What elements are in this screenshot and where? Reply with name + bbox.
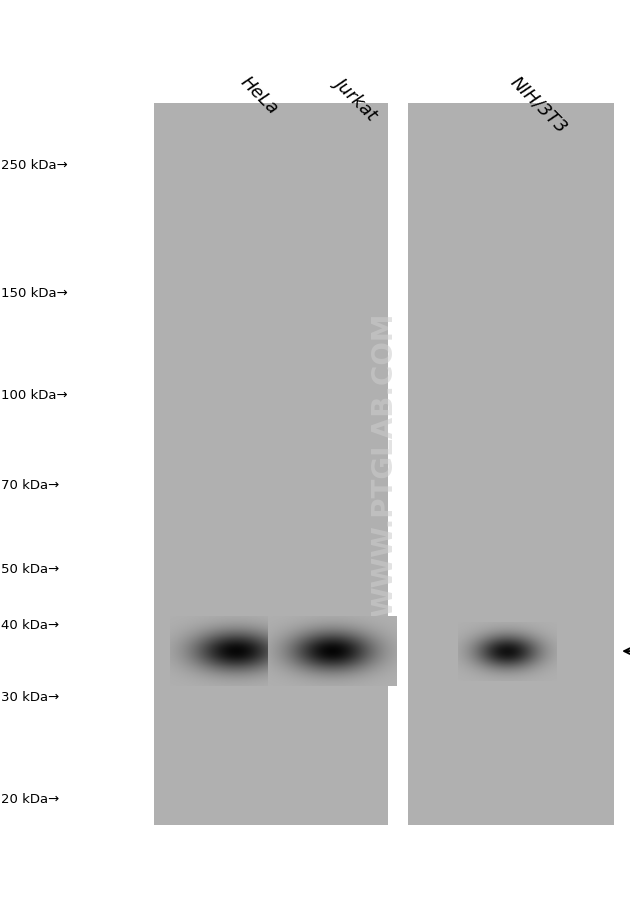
Text: NIH/3T3: NIH/3T3 bbox=[507, 73, 571, 137]
Text: 40 kDa→: 40 kDa→ bbox=[1, 619, 59, 631]
Text: HeLa: HeLa bbox=[236, 73, 281, 118]
Text: 50 kDa→: 50 kDa→ bbox=[1, 563, 59, 575]
Text: 100 kDa→: 100 kDa→ bbox=[1, 389, 68, 401]
Text: 250 kDa→: 250 kDa→ bbox=[1, 159, 68, 172]
Text: WWW.PTGLAB.COM: WWW.PTGLAB.COM bbox=[370, 312, 398, 617]
Text: 30 kDa→: 30 kDa→ bbox=[1, 691, 59, 704]
Bar bbox=[408, 104, 614, 825]
Bar bbox=[154, 104, 388, 825]
Text: 20 kDa→: 20 kDa→ bbox=[1, 792, 59, 805]
Text: 150 kDa→: 150 kDa→ bbox=[1, 287, 68, 300]
Text: Jurkat: Jurkat bbox=[332, 73, 382, 123]
Text: 70 kDa→: 70 kDa→ bbox=[1, 478, 59, 492]
